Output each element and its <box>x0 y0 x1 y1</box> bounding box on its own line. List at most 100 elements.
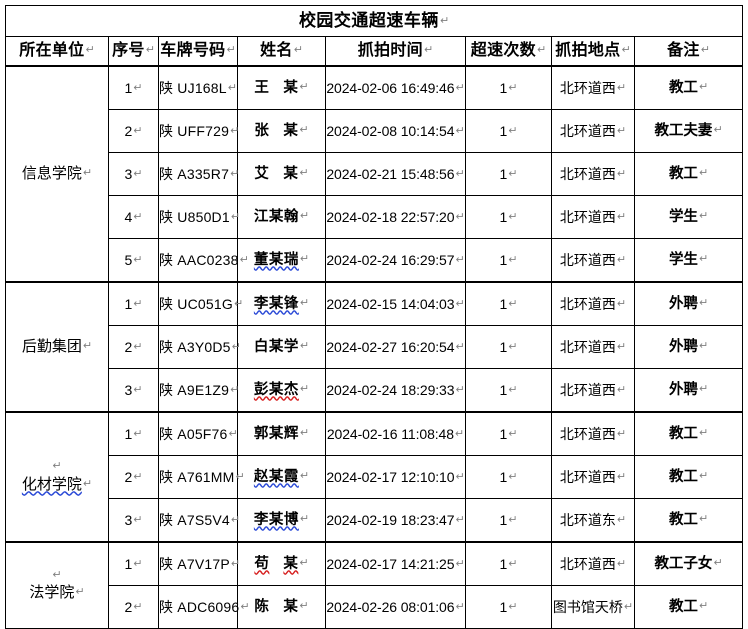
plate-value: 陕 UFF729 <box>159 122 230 139</box>
cell-name: 董某瑞↵ <box>237 238 326 283</box>
cell-speeding-count: 1↵ <box>465 65 552 110</box>
plate-value: 陕 U850D1 <box>159 208 230 225</box>
column-header-unit: 所在单位↵ <box>5 36 109 67</box>
table-row: 信息学院↵ 1↵ 陕 UJ168L↵ 王某↵ 2024-02-06 16:49:46↵ 1… <box>5 65 744 283</box>
capture-time-value: 2024-02-21 15:48:56 <box>326 165 455 182</box>
remark-value: 外聘 <box>668 295 698 312</box>
cell-seq: 4↵ <box>108 195 159 239</box>
table-row: 5↵ 陕 AAC0238↵ 董某瑞↵ 2024-02-24 16:29:57↵ 1↵ 北环… <box>6 238 744 283</box>
table-row: 2↵ 陕 UFF729↵ 张某↵ 2024-02-08 10:14:54↵ 1↵ 北环道西… <box>6 109 744 153</box>
paragraph-mark-icon: ↵ <box>616 166 627 180</box>
paragraph-mark-icon: ↵ <box>75 585 85 599</box>
paragraph-mark-icon: ↵ <box>698 165 709 179</box>
paragraph-mark-icon: ↵ <box>616 296 627 310</box>
paragraph-mark-icon: ↵ <box>133 80 143 94</box>
cell-plate: 陕 U850D1↵ <box>158 195 240 239</box>
capture-time-value: 2024-02-08 10:14:54 <box>326 122 455 139</box>
capture-time-value: 2024-02-26 08:01:06 <box>326 598 455 615</box>
cell-remark: 学生↵ <box>633 195 744 239</box>
cell-remark: 教工↵ <box>633 65 744 110</box>
cell-name: 陈某↵ <box>237 585 326 629</box>
paragraph-mark-icon: ↵ <box>455 469 465 483</box>
cell-seq: 1↵ <box>108 541 159 586</box>
paragraph-mark-icon: ↵ <box>299 208 310 222</box>
unit-label: 化材学院 <box>21 475 82 493</box>
name-value: 李某博 <box>253 511 299 528</box>
remark-value: 教工 <box>668 598 698 615</box>
seq-value: 2 <box>124 338 133 355</box>
cell-plate: 陕 UFF729↵ <box>158 109 240 153</box>
cell-name: 郭某辉↵ <box>237 411 326 456</box>
paragraph-mark-icon: ↵ <box>616 209 627 223</box>
cell-name: 白某学↵ <box>237 325 326 369</box>
paragraph-mark-icon: ↵ <box>133 426 143 440</box>
cell-remark: 学生↵ <box>633 238 744 283</box>
paragraph-mark-icon: ↵ <box>439 14 450 28</box>
paragraph-mark-icon: ↵ <box>508 209 518 223</box>
paragraph-mark-icon: ↵ <box>455 80 465 94</box>
paragraph-mark-icon: ↵ <box>82 338 93 352</box>
paragraph-mark-icon: ↵ <box>52 459 62 473</box>
cell-remark: 外聘↵ <box>633 368 744 413</box>
name-value: 陈某 <box>254 598 299 615</box>
paragraph-mark-icon: ↵ <box>133 166 143 180</box>
paragraph-mark-icon: ↵ <box>133 252 143 266</box>
paragraph-mark-icon: ↵ <box>230 123 240 137</box>
speeding-count-value: 1 <box>499 425 508 442</box>
remark-value: 学生 <box>668 251 698 268</box>
name-value: 苟某 <box>254 555 299 572</box>
name-value: 江某翰 <box>253 208 299 225</box>
remark-value: 教工 <box>668 425 698 442</box>
paragraph-mark-icon: ↵ <box>508 556 518 570</box>
paragraph-mark-icon: ↵ <box>455 252 465 266</box>
column-header-label: 超速次数 <box>470 41 536 59</box>
remark-value: 学生 <box>668 208 698 225</box>
seq-value: 3 <box>124 381 133 398</box>
cell-speeding-count: 1↵ <box>465 109 552 153</box>
cell-capture-place: 北环道西↵ <box>551 65 635 110</box>
table-row: 2↵ 陕 A3Y0D5↵ 白某学↵ 2024-02-27 16:20:54↵ 1↵ 北环道… <box>6 325 744 369</box>
cell-capture-place: 北环道西↵ <box>551 368 635 413</box>
cell-remark: 教工↵ <box>633 498 744 543</box>
capture-time-value: 2024-02-17 12:10:10 <box>326 468 455 485</box>
paragraph-mark-icon: ↵ <box>508 469 518 483</box>
paragraph-mark-icon: ↵ <box>455 296 465 310</box>
paragraph-mark-icon: ↵ <box>616 339 627 353</box>
cell-seq: 2↵ <box>108 109 159 153</box>
paragraph-mark-icon: ↵ <box>616 252 627 266</box>
paragraph-mark-icon: ↵ <box>239 252 249 266</box>
column-header-remark: 备注↵ <box>633 36 744 67</box>
paragraph-mark-icon: ↵ <box>616 469 627 483</box>
cell-speeding-count: 1↵ <box>465 498 552 543</box>
cell-name: 张某↵ <box>237 109 326 153</box>
cell-capture-time: 2024-02-17 14:21:25↵ <box>325 541 466 586</box>
paragraph-mark-icon: ↵ <box>455 382 465 396</box>
speeding-count-value: 1 <box>499 555 508 572</box>
capture-place-value: 北环道西 <box>559 79 616 96</box>
paragraph-mark-icon: ↵ <box>82 165 93 179</box>
remark-value: 教工夫妻 <box>654 122 713 139</box>
cell-plate: 陕 A3Y0D5↵ <box>158 325 241 369</box>
table-row: ↵ 化材学院↵ 1↵ 陕 A05F76↵ 郭某辉↵ 2024-02-16 11:08:48… <box>5 411 744 543</box>
cell-remark: 外聘↵ <box>633 325 744 369</box>
paragraph-mark-icon: ↵ <box>82 476 93 490</box>
speeding-count-value: 1 <box>499 122 508 139</box>
cell-plate: 陕 A7S5V4↵ <box>158 498 240 543</box>
unit-cell: 后勤集团↵ <box>5 281 109 413</box>
cell-capture-place: 北环道西↵ <box>551 281 635 326</box>
paragraph-mark-icon: ↵ <box>133 123 143 137</box>
cell-seq: 2↵ <box>108 455 159 499</box>
cell-capture-place: 图书馆天桥↵ <box>551 585 635 629</box>
document-title: 校园交通超速车辆↵ <box>4 5 744 37</box>
paragraph-mark-icon: ↵ <box>700 42 710 56</box>
speeding-count-value: 1 <box>499 511 508 528</box>
paragraph-mark-icon: ↵ <box>508 339 518 353</box>
cell-plate: 陕 UC051G↵ <box>158 281 243 326</box>
paragraph-mark-icon: ↵ <box>616 512 627 526</box>
seq-value: 1 <box>124 425 133 442</box>
paragraph-mark-icon: ↵ <box>233 296 244 310</box>
header-row: 所在单位↵ 序号↵ 车牌号码↵ 姓名↵ 抓拍时间↵ 超速次数↵ 抓拍地点↵ 备注↵ <box>5 36 744 67</box>
remark-value: 外聘 <box>668 338 698 355</box>
paragraph-mark-icon: ↵ <box>85 42 95 56</box>
paragraph-mark-icon: ↵ <box>508 252 518 266</box>
